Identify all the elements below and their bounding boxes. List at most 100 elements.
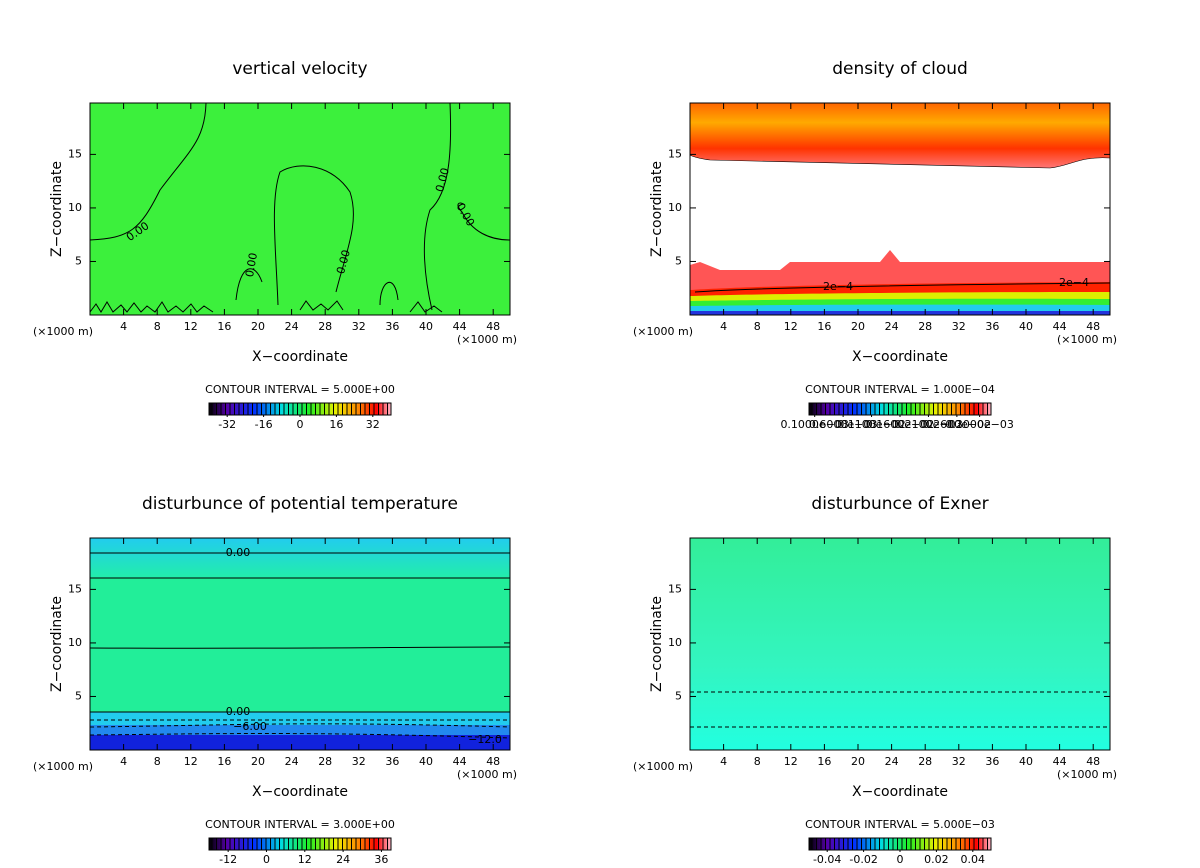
x-tick-label: 36	[985, 755, 999, 768]
x-tick-label: 20	[851, 320, 865, 333]
contour	[89, 719, 511, 739]
colorbar-tick-label: 0	[263, 853, 270, 866]
plot-frame	[89, 537, 511, 751]
x-unit: (×1000 m)	[457, 768, 517, 781]
colorbar-tick-label: 0.04	[961, 853, 986, 866]
colorbar-tick-label: -32	[218, 418, 236, 431]
x-tick-label: 12	[184, 755, 198, 768]
x-tick-label: 40	[419, 320, 433, 333]
y-tick-label: 15	[668, 582, 682, 595]
x-tick-label: 40	[419, 755, 433, 768]
x-tick-label: 16	[217, 320, 231, 333]
x-tick-label: 40	[1019, 755, 1033, 768]
x-tick-label: 16	[817, 320, 831, 333]
field	[90, 103, 510, 315]
colorbar-tick-label: 16	[329, 418, 343, 431]
colorbar-tick-label: -16	[255, 418, 273, 431]
x-tick-label: 24	[885, 320, 899, 333]
x-tick-label: 8	[154, 320, 161, 333]
y-tick-label: 10	[68, 636, 82, 649]
x-tick-label: 20	[251, 320, 265, 333]
x-tick-label: 8	[154, 755, 161, 768]
colorbar-tick-label: 0.1600e−02	[866, 418, 934, 431]
x-unit: (×1000 m)	[1057, 333, 1117, 346]
x-tick-label: 28	[918, 755, 932, 768]
contour-label: 2e−4	[1059, 276, 1089, 289]
x-tick-label: 4	[720, 755, 727, 768]
colorbar-tick-label: 0	[897, 853, 904, 866]
x-tick-label: 8	[754, 755, 761, 768]
x-tick-label: 20	[851, 755, 865, 768]
y-axis-label: Z−coordinate	[49, 596, 65, 692]
panel-title: vertical velocity	[232, 59, 367, 79]
y-tick-label: 5	[675, 689, 682, 702]
panel-title: disturbunce of potential temperature	[142, 494, 458, 514]
contour-interval: CONTOUR INTERVAL = 5.000E+00	[205, 383, 395, 396]
colorbar-tick-label: 32	[366, 418, 380, 431]
colorbar-bands	[208, 402, 392, 416]
x-unit: (×1000 m)	[1057, 768, 1117, 781]
y-tick-label: 15	[68, 147, 82, 160]
colorbar-tick-label: -12	[219, 853, 237, 866]
colorbar-tick-label: -0.02	[849, 853, 877, 866]
colorbar-tick-label: 0.2600e−02	[923, 418, 991, 431]
colorbar-tick-label: 24	[336, 853, 350, 866]
x-axis-label: X−coordinate	[252, 349, 348, 365]
field	[689, 102, 1111, 169]
x-tick-label: 48	[1086, 320, 1100, 333]
y-tick-label: 10	[668, 201, 682, 214]
colorbar-tick-label: 36	[374, 853, 388, 866]
x-unit: (×1000 m)	[33, 325, 93, 338]
field	[90, 735, 510, 750]
x-tick-label: 4	[120, 320, 127, 333]
field	[90, 538, 510, 578]
contour	[235, 268, 399, 306]
field	[690, 538, 1110, 750]
colorbar-bands	[808, 837, 992, 851]
x-unit: (×1000 m)	[633, 760, 693, 773]
colorbar-tick-label: 0.1000e−03	[780, 418, 848, 431]
y-axis-label: Z−coordinate	[649, 596, 665, 692]
panel: disturbunce of potential temperature 4 8 12…	[33, 494, 517, 866]
contour-label: 0.00	[226, 705, 251, 718]
contour-label: 0.00	[334, 248, 353, 275]
x-axis-label: X−coordinate	[852, 349, 948, 365]
contour	[273, 165, 354, 306]
plot-frame	[89, 102, 511, 316]
x-tick-label: 12	[784, 755, 798, 768]
x-tick-label: 16	[217, 755, 231, 768]
x-tick-label: 44	[453, 320, 467, 333]
colorbar-tick-label: 0	[297, 418, 304, 431]
colorbar-tick-label: 0.02	[924, 853, 949, 866]
contour-label: 2e−4	[823, 280, 853, 293]
colorbar-tick-label: -0.04	[813, 853, 841, 866]
x-tick-label: 36	[385, 320, 399, 333]
contour-interval: CONTOUR INTERVAL = 5.000E−03	[805, 818, 995, 831]
y-axis-label: Z−coordinate	[649, 161, 665, 257]
x-tick-label: 8	[754, 320, 761, 333]
x-tick-label: 28	[918, 320, 932, 333]
colorbar-tick-label: 0.3000e−03	[945, 418, 1013, 431]
x-tick-label: 44	[453, 755, 467, 768]
plot-frame	[689, 102, 1111, 316]
x-tick-label: 4	[120, 755, 127, 768]
x-unit: (×1000 m)	[457, 333, 517, 346]
panel-title: disturbunce of Exner	[811, 494, 988, 514]
contour	[89, 300, 443, 313]
y-tick-label: 10	[68, 201, 82, 214]
x-axis-label: X−coordinate	[852, 784, 948, 800]
x-tick-label: 36	[985, 320, 999, 333]
x-tick-label: 16	[817, 755, 831, 768]
contour-interval: CONTOUR INTERVAL = 1.000E−04	[805, 383, 995, 396]
colorbar-tick-label: 12	[298, 853, 312, 866]
x-tick-label: 32	[952, 755, 966, 768]
y-tick-label: 5	[675, 254, 682, 267]
colorbar-tick-label: 0.1100e−02	[837, 418, 905, 431]
x-tick-label: 12	[184, 320, 198, 333]
contour-label: 0.00	[433, 166, 452, 193]
colorbar-tick-label: 0.6000e−03	[809, 418, 877, 431]
